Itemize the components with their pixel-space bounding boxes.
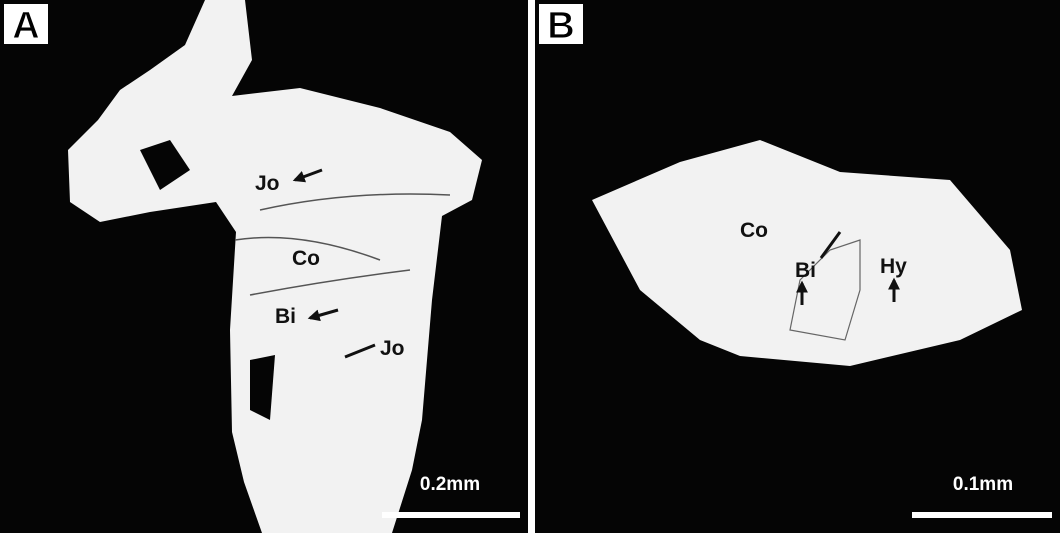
annotation: Co	[740, 219, 768, 242]
scale-bar	[382, 512, 520, 518]
scale-bar	[912, 512, 1052, 518]
panel-a: A Jo Co Bi Jo 0.2mm	[0, 0, 528, 533]
annotation: Jo	[380, 337, 405, 360]
panel-label: B	[547, 5, 574, 47]
figure: A Jo Co Bi Jo 0.2mm B Co Bi Hy 0.1mm	[0, 0, 1060, 533]
annotation: Bi	[275, 305, 296, 328]
scale-label: 0.2mm	[420, 474, 480, 495]
annotation: Co	[292, 247, 320, 270]
panel-b: B Co Bi Hy 0.1mm	[535, 0, 1060, 533]
scale-label: 0.1mm	[953, 474, 1013, 495]
annotation: Jo	[255, 172, 280, 195]
panel-label: A	[12, 5, 39, 47]
annotation: Hy	[880, 255, 907, 278]
annotation: Bi	[795, 259, 816, 282]
